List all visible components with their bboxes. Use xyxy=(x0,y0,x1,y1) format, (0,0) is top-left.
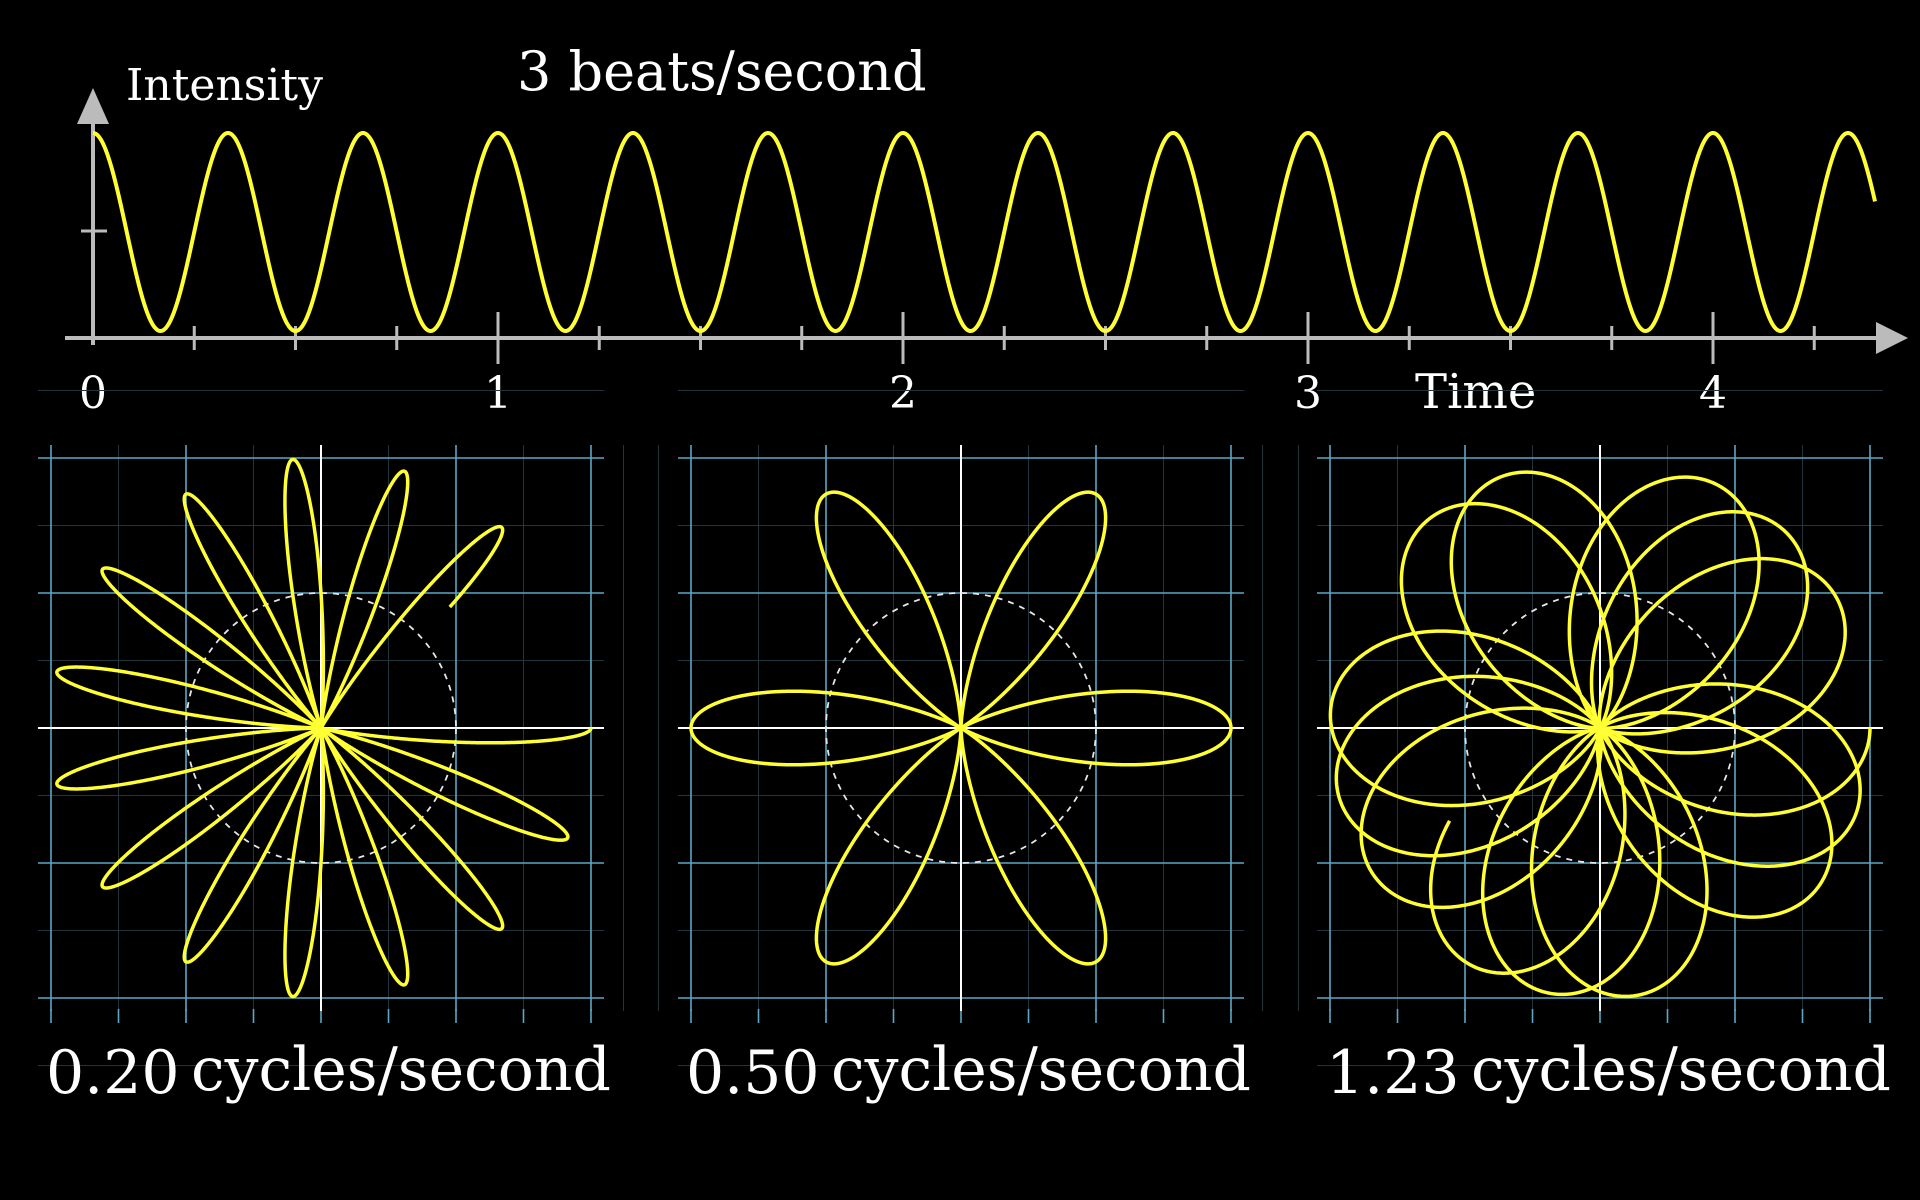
x-tick-label: 4 xyxy=(1699,368,1727,419)
winding-frequency-unit: cycles/second xyxy=(191,1035,611,1105)
winding-curve xyxy=(1328,470,1872,999)
unit-circle xyxy=(1464,592,1736,864)
winding-panel-3: 1.23 cycles/second xyxy=(1262,390,1891,1108)
y-axis-label: Intensity xyxy=(126,60,323,111)
y-axis-arrow xyxy=(77,88,109,124)
winding-frequency-unit: cycles/second xyxy=(1471,1035,1891,1105)
winding-frequency-unit: cycles/second xyxy=(831,1035,1251,1105)
winding-curve xyxy=(55,457,593,999)
x-axis-label: Time xyxy=(1415,364,1536,420)
winding-frequency-value: 0.50 xyxy=(686,1038,820,1108)
signal-plot: Intensity 3 beats/second Time 0 1 2 3 4 xyxy=(65,40,1908,420)
x-tick-label: 3 xyxy=(1294,368,1322,419)
winding-curve xyxy=(689,490,1233,966)
x-axis-arrow xyxy=(1876,322,1908,354)
signal-x-tick-labels: 0 1 2 3 4 xyxy=(79,368,1727,419)
x-tick-label: 2 xyxy=(889,368,917,419)
winding-panels: 0.20 cycles/second 0.50 cycles/second 1.23 cy… xyxy=(38,390,1891,1108)
signal-title: 3 beats/second xyxy=(517,40,927,103)
signal-wave xyxy=(92,130,1877,334)
winding-panel-1: 0.20 cycles/second xyxy=(38,390,659,1108)
unit-circle xyxy=(825,592,1097,864)
winding-panel-2: 0.50 cycles/second xyxy=(623,390,1299,1108)
unit-circle xyxy=(185,592,457,864)
x-tick-label: 1 xyxy=(484,368,512,419)
x-tick-label: 0 xyxy=(79,368,107,419)
winding-frequency-value: 1.23 xyxy=(1326,1038,1460,1108)
winding-frequency-value: 0.20 xyxy=(46,1038,180,1108)
